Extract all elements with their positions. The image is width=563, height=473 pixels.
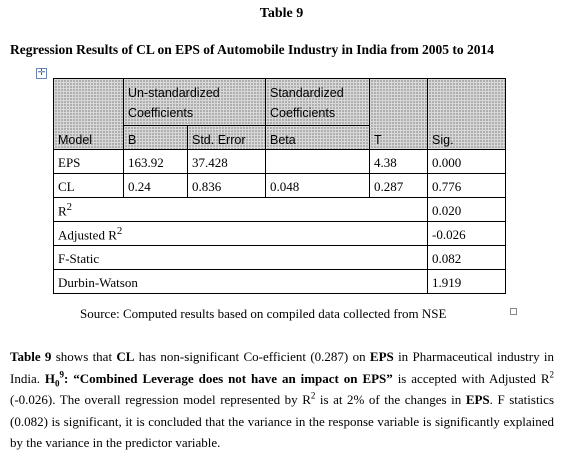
table-row: CL 0.24 0.836 0.048 0.287 0.776 — [53, 173, 506, 198]
cell-sig: 0.000 — [427, 149, 506, 174]
header-beta: Beta — [265, 125, 370, 150]
stat-row: F-Static 0.082 — [53, 245, 506, 270]
table-subheader-row: B Std. Error Beta — [54, 125, 506, 150]
cell-b: 0.24 — [123, 173, 188, 198]
table-number: Table 9 — [259, 6, 304, 21]
table-header-row: Model Un-standardized Coefficients Standa… — [53, 78, 506, 150]
interpretation-paragraph: Table 9 shows that CL has non-significan… — [10, 349, 555, 450]
cell-std-error: 37.428 — [187, 149, 266, 174]
header-std-error: Std. Error — [187, 125, 266, 150]
cell-t: 4.38 — [369, 149, 428, 174]
stat-row: Durbin-Watson 1.919 — [53, 269, 506, 294]
source-note: Source: Computed results based on compil… — [80, 306, 447, 321]
table-move-handle-icon[interactable]: ✛ — [36, 68, 47, 79]
stat-value: 0.082 — [427, 245, 506, 270]
cell-sig: 0.776 — [427, 173, 506, 198]
table-resize-handle[interactable] — [510, 308, 517, 315]
stat-label: Durbin-Watson — [53, 269, 428, 294]
header-sig: Sig. — [427, 78, 506, 150]
cell-std-error: 0.836 — [187, 173, 266, 198]
stat-value: 1.919 — [427, 269, 506, 294]
cell-beta — [265, 149, 370, 174]
cell-beta: 0.048 — [265, 173, 370, 198]
row-label: EPS — [53, 149, 124, 174]
table-row: EPS 163.92 37.428 4.38 0.000 — [53, 149, 506, 174]
stat-label: F-Static — [53, 245, 428, 270]
header-model: Model — [53, 78, 124, 150]
cell-b: 163.92 — [123, 149, 188, 174]
header-standardized-group: Standardized Coefficients — [265, 78, 370, 126]
table-caption: Regression Results of CL on EPS of Autom… — [10, 42, 495, 57]
stat-row: R2 0.020 — [53, 197, 506, 222]
stat-value: -0.026 — [427, 221, 506, 246]
header-t: T — [369, 78, 428, 150]
stat-value: 0.020 — [427, 197, 506, 222]
regression-table: Model Un-standardized Coefficients Standa… — [53, 78, 506, 294]
cell-t: 0.287 — [369, 173, 428, 198]
header-b: B — [123, 125, 188, 150]
stat-row: Adjusted R2 -0.026 — [53, 221, 506, 246]
row-label: CL — [53, 173, 124, 198]
header-unstandardized-group: Un-standardized Coefficients — [123, 78, 266, 126]
stat-label: Adjusted R2 — [53, 221, 428, 246]
stat-label: R2 — [53, 197, 428, 222]
